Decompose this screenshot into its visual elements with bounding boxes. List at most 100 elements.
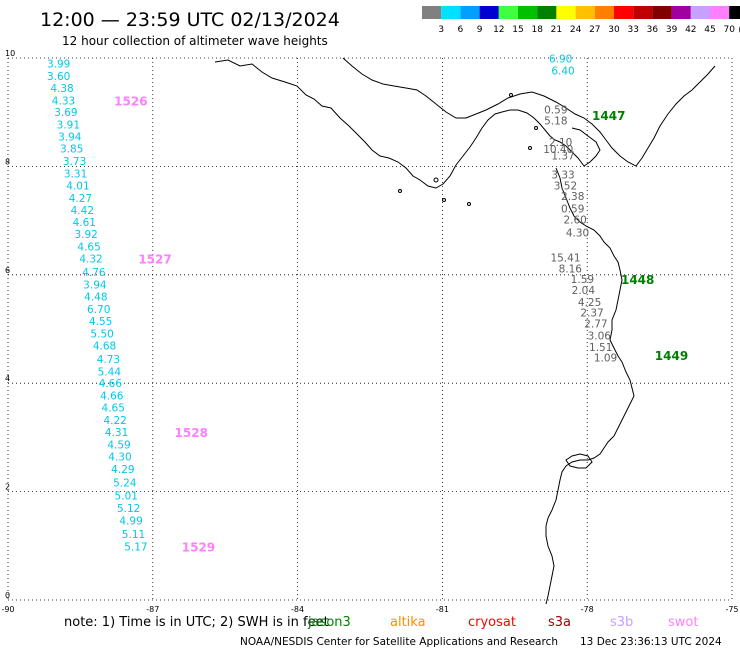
wave-height-value: 4.38	[50, 83, 73, 95]
wave-height-value: 4.30	[108, 451, 131, 463]
wave-height-value: 2.37	[580, 308, 603, 320]
island	[528, 146, 532, 150]
wave-height-value: 4.27	[69, 193, 92, 205]
wave-height-value: 4.99	[119, 515, 142, 527]
lat-lon-grid: -90 -87 -84 -81 -78 -75 10 8 6 4 2 0	[1, 49, 738, 614]
coastline-pacific	[545, 167, 635, 605]
satellite-name: s3b	[610, 615, 633, 630]
legend-label: 27	[589, 25, 600, 35]
wave-height-value: 4.29	[111, 464, 134, 476]
wave-height-value: 3.06	[588, 331, 612, 343]
footer-timestamp: 13 Dec 23:36:13 UTC 2024	[580, 636, 722, 648]
satellite-name: altika	[390, 615, 426, 630]
wave-height-value: 4.55	[89, 316, 112, 328]
legend-label: 70	[723, 25, 735, 35]
lat-tick-label: 2	[5, 483, 10, 492]
legend-unit: (ft)	[738, 25, 740, 34]
wave-height-value: 1.59	[571, 274, 594, 286]
legend-swatch	[479, 6, 499, 19]
wave-height-value: 6.40	[551, 65, 574, 77]
island	[467, 202, 471, 206]
islands	[398, 93, 538, 206]
island	[509, 93, 513, 97]
wave-height-value: 4.61	[73, 217, 96, 229]
legend-swatch	[690, 6, 710, 19]
legend-label: 30	[608, 25, 620, 35]
wave-height-value: 8.16	[559, 263, 583, 275]
wave-height-value: 5.50	[90, 328, 113, 340]
wave-height-value: 4.42	[71, 205, 94, 217]
pass-number-label: 1449	[655, 349, 688, 363]
legend-swatch	[441, 6, 461, 19]
legend-swatch	[518, 6, 538, 19]
pass-number-label: 1526	[114, 94, 147, 108]
wave-height-value: 1.51	[589, 342, 612, 354]
wave-height-value: 3.73	[63, 156, 86, 168]
wave-height-value: 5.11	[122, 529, 145, 541]
wave-height-value: 4.66	[99, 378, 123, 390]
legend-swatch	[498, 6, 518, 19]
wave-height-value: 5.01	[115, 490, 138, 502]
wave-height-value: 5.12	[117, 503, 140, 515]
legend-swatch	[633, 6, 653, 19]
pass-labels: 1526 1527 1528 1529 1447 1448 1449	[114, 94, 688, 554]
wave-height-value: 3.94	[83, 280, 107, 292]
wave-height-value: 4.65	[102, 403, 125, 415]
wave-height-value: 1.37	[551, 151, 574, 163]
island	[433, 177, 439, 183]
satellite-name: cryosat	[468, 615, 516, 630]
wave-height-value: 4.31	[105, 427, 128, 439]
legend-swatch	[671, 6, 691, 19]
legend-swatch	[652, 6, 672, 19]
wave-height-value: 0.59	[561, 204, 584, 216]
legend-swatch	[710, 6, 730, 19]
legend-swatch	[537, 6, 557, 19]
wave-height-value: 3.60	[47, 71, 70, 83]
legend-label: 9	[477, 25, 483, 35]
lon-tick-label: -81	[436, 605, 449, 614]
legend-swatch	[594, 6, 614, 19]
coastline	[214, 57, 716, 605]
wave-height-value: 4.30	[566, 228, 589, 240]
wave-height-value: 15.41	[550, 252, 580, 264]
legend-label: 36	[647, 25, 659, 35]
lat-tick-label: 10	[5, 49, 15, 58]
legend-swatch	[422, 6, 442, 19]
satellite-legend: jason3 altika cryosat s3a s3b swot	[307, 615, 698, 630]
wave-height-value: 3.92	[74, 229, 97, 241]
lat-tick-label: 8	[5, 157, 10, 166]
legend-label: 24	[570, 25, 582, 35]
wave-height-tracks: 3.993.604.384.333.693.913.943.853.733.31…	[47, 54, 617, 554]
wave-height-value: 5.17	[124, 541, 147, 553]
wave-height-value: 3.31	[64, 168, 87, 180]
pass-number-label: 1527	[138, 253, 171, 267]
wave-height-value: 4.65	[77, 242, 100, 254]
wave-height-value: 4.68	[93, 340, 116, 352]
footer-note: note: 1) Time is in UTC; 2) SWH is in fe…	[64, 615, 329, 630]
coastline-panama-north	[214, 59, 567, 189]
satellite-name: swot	[668, 615, 698, 630]
wave-height-value: 1.09	[594, 353, 617, 365]
legend-label: 3	[438, 25, 444, 35]
legend-label: 42	[685, 25, 696, 35]
wave-height-value: 5.18	[544, 115, 567, 127]
legend-swatch	[556, 6, 576, 19]
legend-swatch	[460, 6, 480, 19]
coastline-caribbean	[342, 57, 716, 167]
wave-height-value: 3.52	[554, 180, 577, 192]
wave-height-value: 5.44	[98, 366, 122, 378]
lon-tick-label: -90	[1, 605, 14, 614]
pass-number-label: 1448	[621, 273, 654, 287]
lon-tick-label: -87	[146, 605, 159, 614]
wave-height-value: 3.94	[58, 132, 82, 144]
wave-height-value: 10.40	[543, 144, 573, 156]
map-title: 12:00 — 23:59 UTC 02/13/2024	[40, 9, 340, 31]
wave-height-value: 4.48	[84, 291, 107, 303]
pass-number-label: 1529	[182, 540, 215, 554]
wave-height-value: 6.70	[87, 304, 110, 316]
wave-height-value: 0.59	[544, 104, 567, 116]
wave-height-value: 3.85	[60, 144, 83, 156]
wave-height-value: 4.59	[107, 439, 130, 451]
satellite-name: s3a	[548, 615, 571, 630]
